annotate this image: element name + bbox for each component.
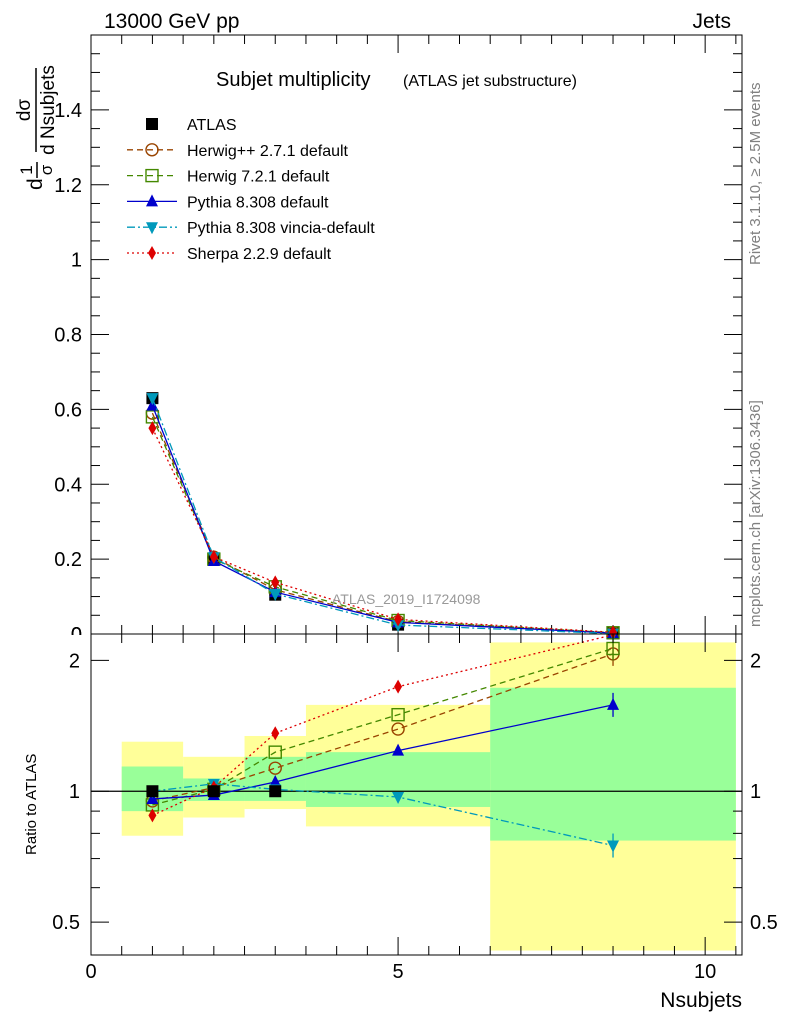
ratio-plot-frame xyxy=(90,633,743,956)
legend-marker xyxy=(146,194,158,207)
ratio-y-tick-label-right: 0.5 xyxy=(750,912,778,934)
legend-label: ATLAS xyxy=(187,117,237,134)
ylabel-frac2-num: dσ xyxy=(14,99,35,122)
ylabel-frac2-den: d Nsubjets xyxy=(38,65,59,155)
rivet-label: Rivet 3.1.10, ≥ 2.5M events xyxy=(747,83,764,266)
main-y-axis-title: d 1 σ dσ d Nsubjets xyxy=(14,65,59,190)
x-tick-label: 0 xyxy=(85,961,96,983)
main-title: Subjet multiplicity xyxy=(216,69,371,91)
legend: ATLAS Herwig++ 2.7.1 default Herwig 7.2.1 … xyxy=(127,117,375,263)
ratio-data-point xyxy=(607,697,620,710)
ratio-series-line xyxy=(152,647,614,806)
legend-label: Herwig++ 2.7.1 default xyxy=(187,143,349,160)
main-data-point xyxy=(269,588,282,601)
ylabel-prefix: d xyxy=(24,178,47,190)
legend-marker xyxy=(146,118,158,130)
ratio-y-axis-title: Ratio to ATLAS xyxy=(23,754,40,855)
main-data-point xyxy=(609,625,618,640)
legend-label: Herwig 7.2.1 default xyxy=(187,169,330,186)
main-y-tick-label: 0.4 xyxy=(54,474,82,496)
ratio-data-point xyxy=(269,775,282,788)
ratio-y-tick-label: 0.5 xyxy=(52,912,80,934)
header-right: Jets xyxy=(692,10,731,33)
ratio-data-point xyxy=(271,726,280,741)
main-y-tick-label: 1.4 xyxy=(54,100,82,122)
legend-label: Sherpa 2.2.9 default xyxy=(187,246,332,263)
main-y-tick-label: 0.8 xyxy=(54,325,82,347)
analysis-label: ATLAS_2019_I1724098 xyxy=(332,591,481,607)
header-left: 13000 GeV pp xyxy=(104,10,239,33)
x-tick-label: 10 xyxy=(694,961,716,983)
main-subtitle: (ATLAS jet substructure) xyxy=(403,73,577,90)
main-series-line xyxy=(151,427,614,633)
mcplots-label: mcplots.cern.ch [arXiv:1306.3436] xyxy=(747,400,764,627)
ratio-data-point xyxy=(392,743,405,756)
ratio-y-tick-label: 2 xyxy=(69,650,80,672)
legend-marker xyxy=(145,168,159,183)
main-data-point xyxy=(146,393,159,406)
ratio-panel: 0.5 0.5 1 1 2 2 0 5 10 xyxy=(52,633,778,983)
legend-marker xyxy=(148,246,156,260)
legend-marker xyxy=(145,143,159,157)
ratio-data-point xyxy=(392,791,405,804)
ratio-y-tick-label: 1 xyxy=(69,781,80,803)
main-panel: 00.20.40.60.811.21.40 xyxy=(54,34,743,646)
main-data-point xyxy=(271,575,280,590)
ratio-data-point xyxy=(148,808,157,823)
ratio-data-point xyxy=(391,707,405,722)
ylabel-frac1-den: σ xyxy=(37,164,56,175)
ratio-data-point xyxy=(394,679,403,694)
ratio-reference-point xyxy=(269,785,282,798)
legend-label: Pythia 8.308 default xyxy=(187,194,329,211)
legend-label: Pythia 8.308 vincia-default xyxy=(187,220,375,237)
ratio-y-tick-label-right: 1 xyxy=(750,781,761,803)
ratio-data-point xyxy=(268,745,282,759)
main-y-tick-label: 1.2 xyxy=(54,175,82,197)
tick-label-mask xyxy=(60,635,90,645)
x-axis-title: Nsubjets xyxy=(660,989,742,1012)
ratio-series-line xyxy=(152,653,614,802)
main-data-point xyxy=(394,612,403,627)
main-y-tick-label: 0.2 xyxy=(54,549,82,571)
x-tick-label: 5 xyxy=(393,961,404,983)
ratio-data-point xyxy=(268,761,282,775)
main-data-point xyxy=(209,549,218,564)
ratio-data-point xyxy=(607,840,620,853)
legend-marker xyxy=(146,222,158,235)
main-y-tick-label: 1 xyxy=(71,250,82,272)
ratio-reference-point xyxy=(207,785,220,798)
ylabel-frac1-num: 1 xyxy=(17,165,36,174)
ratio-y-tick-label-right: 2 xyxy=(750,650,761,672)
ratio-reference-point xyxy=(146,785,159,798)
main-data-point xyxy=(148,421,157,436)
ratio-data-point xyxy=(391,722,405,736)
main-y-tick-label: 0.6 xyxy=(54,399,82,421)
